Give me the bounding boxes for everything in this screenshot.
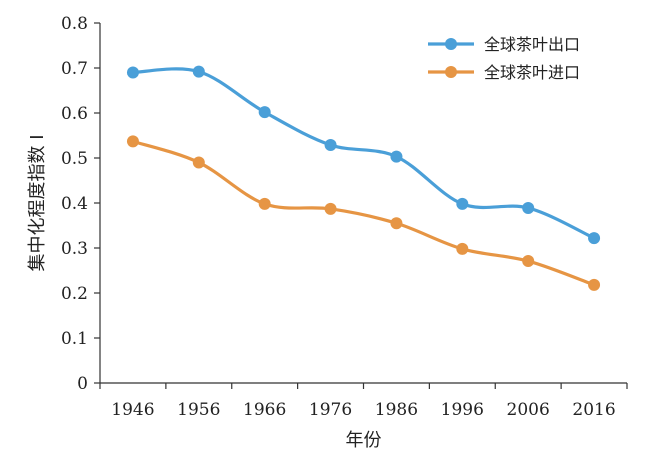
legend-item: 全球茶叶进口 <box>428 63 580 82</box>
y-tick-label: 0.1 <box>61 329 88 349</box>
data-point <box>192 65 205 78</box>
legend-item: 全球茶叶出口 <box>428 35 580 54</box>
data-point <box>522 201 535 214</box>
data-point <box>258 106 271 119</box>
series-1 <box>126 65 601 245</box>
series-layer <box>126 65 601 291</box>
x-axis-title: 年份 <box>346 430 382 451</box>
series-2 <box>126 135 601 291</box>
y-axis-title: 集中化程度指数 I <box>27 134 48 271</box>
x-tick-label: 1956 <box>177 400 220 420</box>
x-tick-label: 1986 <box>375 400 418 420</box>
y-tick-label: 0.7 <box>61 59 88 79</box>
data-point <box>588 232 601 245</box>
x-tick-label: 1976 <box>309 400 352 420</box>
legend-label: 全球茶叶进口 <box>484 63 580 82</box>
data-point <box>390 150 403 163</box>
data-point <box>456 197 469 210</box>
x-tick-label: 2016 <box>572 400 615 420</box>
data-point <box>126 66 139 79</box>
data-point <box>126 135 139 148</box>
y-tick-label: 0.6 <box>61 104 88 124</box>
series-line <box>131 139 596 287</box>
y-axis-ticks: 0 0.1 0.2 0.3 0.4 0.5 0.6 0.7 0.8 <box>61 14 100 394</box>
legend-marker <box>445 38 457 50</box>
y-tick-label: 0.2 <box>61 284 88 304</box>
y-tick-label: 0.3 <box>61 239 88 259</box>
x-tick-label: 2006 <box>507 400 550 420</box>
y-tick-label: 0.8 <box>61 14 88 34</box>
data-point <box>258 197 271 210</box>
data-point <box>588 278 601 291</box>
x-tick-label: 1996 <box>441 400 484 420</box>
data-point <box>390 217 403 230</box>
x-tick-label: 1946 <box>111 400 154 420</box>
data-point <box>324 138 337 151</box>
data-point <box>192 156 205 169</box>
y-tick-label: 0 <box>77 374 88 394</box>
legend-marker <box>445 66 457 78</box>
legend-label: 全球茶叶出口 <box>484 35 580 54</box>
y-tick-label: 0.5 <box>61 149 88 169</box>
data-point <box>324 202 337 215</box>
x-tick-label: 1966 <box>243 400 286 420</box>
series-line <box>131 67 596 240</box>
y-tick-label: 0.4 <box>61 194 88 214</box>
data-point <box>456 242 469 255</box>
data-point <box>522 255 535 268</box>
x-axis-ticks: 1946 1956 1966 1976 1986 1996 2006 2016 <box>99 383 628 420</box>
